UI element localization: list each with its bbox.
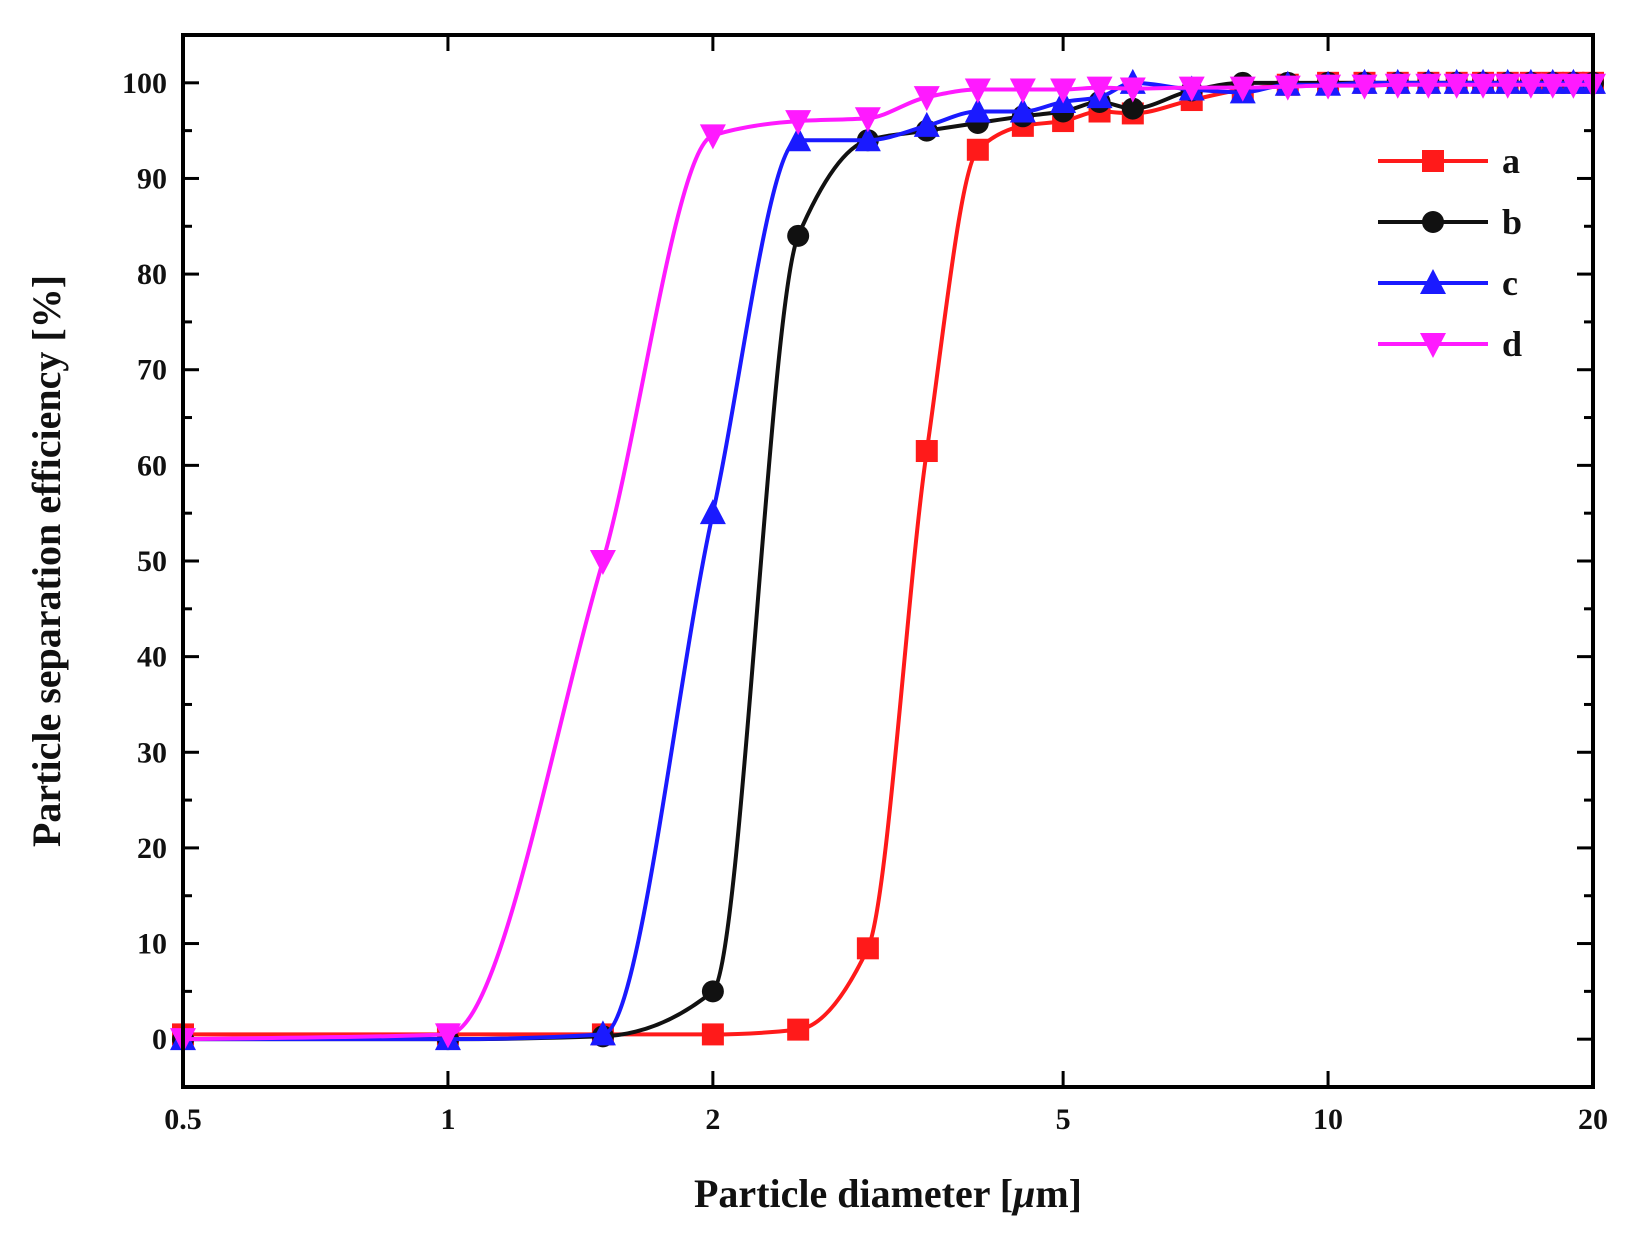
data-point-c: [913, 111, 940, 137]
plot-frame: [181, 33, 1595, 1089]
data-point-c: [589, 1020, 616, 1046]
data-point-c: [785, 126, 812, 152]
tick-label-layer: 0 10 20 30 40 50 60 70 80 90 100 0.5 1 2 5 10 20: [122, 67, 1608, 1136]
y-tick-label: 40: [137, 641, 167, 674]
y-tick-label: 20: [137, 832, 167, 865]
x-tick-label: 5: [1056, 1103, 1071, 1136]
data-point-a: [856, 937, 879, 960]
x-axis-title: Particle diameter [μm]: [694, 1171, 1082, 1216]
data-point-d: [1050, 78, 1077, 104]
y-tick-label: 50: [137, 545, 167, 578]
x-tick-label: 10: [1313, 1103, 1343, 1136]
y-tick-label: 70: [137, 354, 167, 387]
tick-layer: [181, 35, 1595, 1087]
data-point-a: [787, 1018, 810, 1041]
data-point-b: [787, 224, 810, 247]
y-tick-label: 80: [137, 258, 167, 291]
data-point-c: [699, 499, 726, 525]
data-point-b: [701, 980, 724, 1003]
series-line-b: [183, 80, 1593, 1042]
legend-marker-a: [1422, 150, 1444, 172]
data-point-a: [966, 138, 989, 161]
data-point-d: [1119, 77, 1146, 103]
y-tick-label: 90: [137, 162, 167, 195]
data-point-c: [854, 126, 881, 152]
y-tick-label: 10: [137, 928, 167, 961]
data-point-d: [785, 110, 812, 136]
data-point-d: [1539, 73, 1566, 99]
data-point-d: [1415, 73, 1442, 99]
data-point-d: [1560, 73, 1587, 99]
data-point-c: [964, 97, 991, 123]
x-tick-label: 1: [440, 1103, 455, 1136]
x-tick-label: 0.5: [164, 1103, 202, 1136]
legend-label-b: b: [1502, 202, 1522, 242]
data-point-d: [1351, 74, 1378, 100]
series-a: [172, 71, 1604, 1046]
legend-label-c: c: [1502, 263, 1518, 303]
data-point-d: [1315, 74, 1342, 100]
series-d: [170, 73, 1606, 1054]
x-tick-label: 2: [705, 1103, 720, 1136]
data-point-d: [1229, 76, 1256, 102]
data-point-d: [913, 86, 940, 112]
legend-label-a: a: [1502, 141, 1520, 181]
legend-marker-b: [1422, 211, 1444, 233]
data-point-d: [1086, 76, 1113, 102]
data-point-d: [1178, 76, 1205, 102]
data-point-d: [1443, 73, 1470, 99]
data-point-d: [1494, 73, 1521, 99]
data-point-d: [854, 107, 881, 133]
legend-marker-d: [1420, 333, 1446, 358]
data-point-d: [964, 78, 991, 104]
data-point-d: [699, 124, 726, 150]
legend-marker-c: [1420, 269, 1446, 294]
series-c: [170, 68, 1606, 1051]
data-point-d: [434, 1023, 461, 1049]
data-point-d: [1274, 75, 1301, 101]
x-tick-label: 20: [1578, 1103, 1608, 1136]
data-point-d: [1517, 73, 1544, 99]
y-axis-title: Particle separation efficiency [%]: [24, 275, 69, 847]
legend-label-d: d: [1502, 324, 1522, 364]
data-point-a: [915, 440, 938, 463]
data-point-d: [1470, 73, 1497, 99]
x-axis-title-unit: m]: [1035, 1171, 1082, 1216]
data-point-a: [701, 1023, 724, 1046]
x-axis-title-mu: μ: [1011, 1171, 1035, 1216]
series-line-a: [182, 80, 1593, 1037]
series-b: [172, 71, 1604, 1051]
data-point-d: [589, 550, 616, 575]
y-tick-label: 30: [137, 736, 167, 769]
y-tick-label: 0: [152, 1023, 167, 1056]
data-point-d: [1009, 78, 1036, 104]
series-line-d: [182, 82, 1593, 1042]
y-tick-label: 60: [137, 449, 167, 482]
series-line-c: [183, 80, 1593, 1042]
series-layer: [170, 68, 1606, 1054]
data-point-d: [1384, 73, 1411, 99]
x-axis-title-text: Particle diameter [: [694, 1171, 1013, 1216]
y-tick-label: 100: [122, 67, 167, 100]
data-point-b: [1121, 97, 1144, 120]
data-point-c: [1009, 97, 1036, 123]
